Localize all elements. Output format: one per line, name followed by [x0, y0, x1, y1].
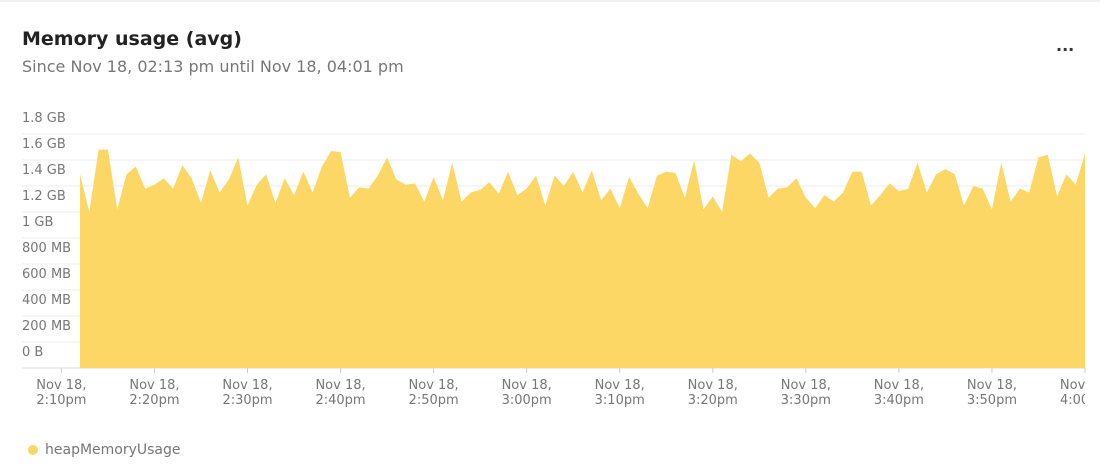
legend: heapMemoryUsage: [28, 442, 181, 458]
menu-button[interactable]: ...: [1056, 36, 1075, 55]
legend-label: heapMemoryUsage: [45, 442, 181, 458]
y-tick-label: 1 GB: [22, 215, 53, 230]
y-tick-label: 1.8 GB: [22, 111, 66, 126]
x-tick-label: Nov 18, 3:10pm: [594, 378, 645, 408]
y-tick-label: 400 MB: [22, 293, 71, 308]
y-tick-label: 0 B: [22, 345, 43, 360]
y-tick-label: 1.4 GB: [22, 163, 66, 178]
x-tick-label: Nov 18, 2:30pm: [222, 378, 273, 408]
y-tick-label: 800 MB: [22, 241, 71, 256]
x-tick-label: Nov 18, 2:40pm: [315, 378, 366, 408]
x-axis-labels: Nov 18, 2:10pm Nov 18, 2:20pm Nov 18, 2:30…: [0, 378, 1085, 418]
y-tick-label: 1.2 GB: [22, 189, 66, 204]
area: [80, 149, 1085, 368]
x-tick-label: Nov 18, 3:20pm: [687, 378, 738, 408]
x-tick-label: Nov 18, 2:20pm: [129, 378, 180, 408]
x-tick-label: Nov 18, 3:50pm: [966, 378, 1018, 408]
chart-title: Memory usage (avg): [22, 28, 242, 50]
x-tick-label: Nov 18, 2:50pm: [408, 378, 459, 408]
x-tick-label: Nov 18, 2:10pm: [36, 378, 87, 408]
x-tick-label: Nov 18, 3:40pm: [873, 378, 924, 408]
y-tick-label: 200 MB: [22, 319, 71, 334]
x-tick-label: Nov 18, 4:00pm: [1059, 378, 1085, 408]
x-tick-label: Nov 18, 3:30pm: [780, 378, 831, 408]
x-tick-label: Nov 18, 3:00pm: [501, 378, 552, 408]
y-tick-label: 600 MB: [22, 267, 71, 282]
legend-swatch: [28, 445, 38, 455]
chart-subtitle: Since Nov 18, 02:13 pm until Nov 18, 04:…: [22, 57, 404, 76]
y-tick-label: 1.6 GB: [22, 137, 66, 152]
